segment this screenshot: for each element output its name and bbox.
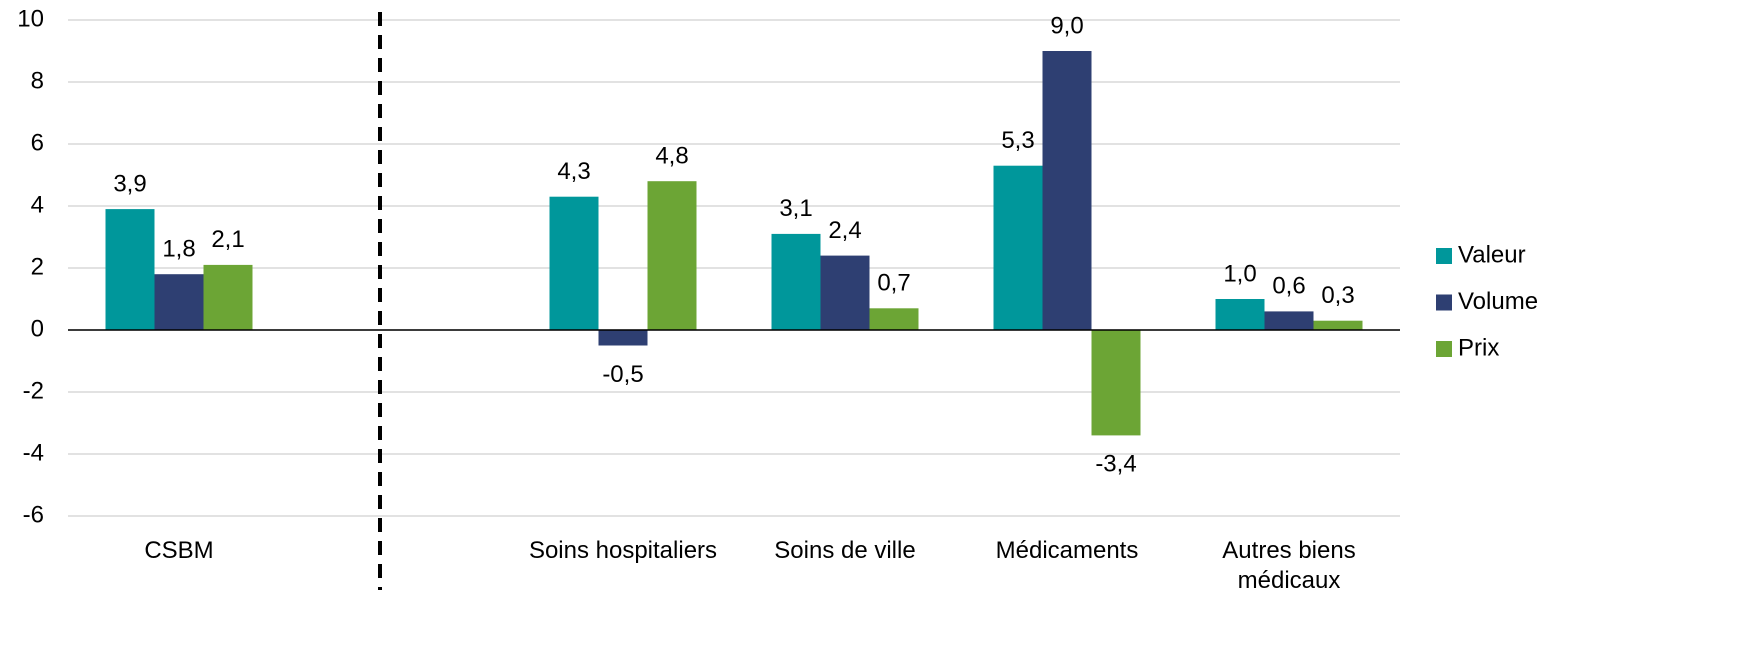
value-label: 5,3 <box>1001 127 1034 154</box>
bar <box>1042 51 1092 330</box>
legend-swatch <box>1436 341 1452 357</box>
bar <box>154 274 204 330</box>
bar <box>1313 320 1363 330</box>
legend-swatch <box>1436 294 1452 311</box>
y-tick-label: 8 <box>31 67 44 94</box>
value-label: 1,8 <box>162 236 195 263</box>
y-tick-label: -4 <box>23 439 44 466</box>
y-tick-label: 0 <box>31 315 44 342</box>
y-tick-label: -2 <box>23 377 44 404</box>
y-tick-label: 2 <box>31 253 44 280</box>
legend-label: Volume <box>1458 288 1538 315</box>
bar <box>1091 330 1141 436</box>
value-label: -0,5 <box>602 361 643 388</box>
value-label: 0,7 <box>877 270 910 297</box>
y-tick-label: 10 <box>17 5 44 32</box>
bar <box>1215 299 1265 330</box>
value-label: 0,6 <box>1272 273 1305 300</box>
y-tick-label: -6 <box>23 501 44 528</box>
legend-label: Valeur <box>1458 241 1526 268</box>
value-label: 1,0 <box>1223 260 1256 287</box>
x-tick-label: Médicaments <box>995 537 1139 564</box>
bar <box>598 330 648 346</box>
y-tick-label: 4 <box>31 191 44 218</box>
value-label: 2,1 <box>211 226 244 253</box>
value-label: 3,9 <box>113 170 146 197</box>
legend-swatch <box>1436 248 1452 264</box>
y-tick-label: 6 <box>31 129 44 156</box>
value-label: 3,1 <box>779 195 812 222</box>
x-tick-label: Autres biens médicaux <box>1222 537 1356 594</box>
value-label: 9,0 <box>1050 12 1083 39</box>
legend-label: Prix <box>1458 334 1499 361</box>
x-tick-label: Soins de ville <box>774 537 916 564</box>
x-tick-label: Soins hospitaliers <box>528 537 718 564</box>
bar <box>1264 311 1314 330</box>
bar <box>105 209 155 330</box>
bar <box>869 308 919 330</box>
bar <box>549 196 599 330</box>
value-label: 4,3 <box>557 158 590 185</box>
value-label: -3,4 <box>1095 451 1136 478</box>
bar <box>647 181 697 330</box>
bar <box>993 165 1043 330</box>
value-label: 2,4 <box>828 217 861 244</box>
bar <box>203 264 253 330</box>
bar <box>820 255 870 330</box>
value-label: 0,3 <box>1321 282 1354 309</box>
x-tick-label: CSBM <box>144 537 214 564</box>
bar <box>771 233 821 330</box>
value-label: 4,8 <box>655 143 688 170</box>
